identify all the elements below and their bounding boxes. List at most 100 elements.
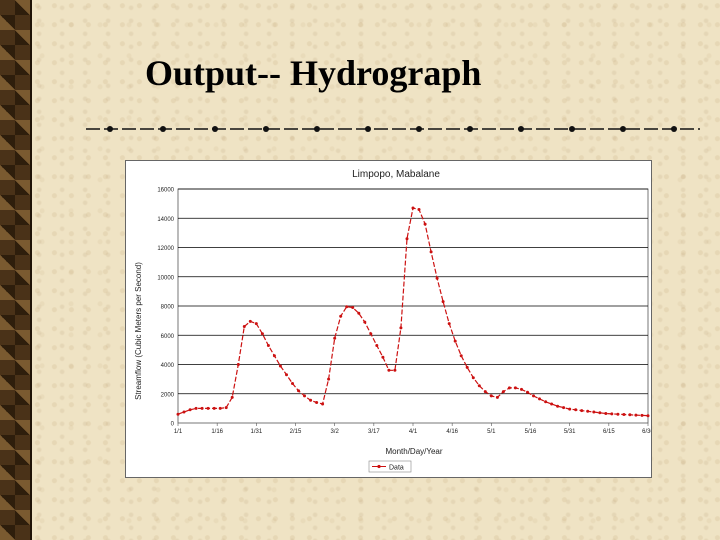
- data-point: [369, 332, 373, 336]
- data-point: [260, 332, 264, 336]
- y-tick-label: 16000: [157, 188, 174, 194]
- data-point: [303, 394, 306, 398]
- data-point: [483, 390, 487, 394]
- data-point: [188, 408, 192, 412]
- data-point: [538, 397, 541, 401]
- data-point: [628, 413, 632, 417]
- data-point: [417, 208, 421, 211]
- data-point: [321, 402, 325, 406]
- y-tick-label: 12000: [157, 246, 174, 252]
- data-point: [471, 376, 475, 380]
- data-point: [453, 339, 457, 343]
- data-point: [176, 412, 180, 416]
- hydrograph-chart: Limpopo, Mabalane Streamflow (Cubic Mete…: [134, 169, 651, 473]
- data-point: [489, 394, 493, 398]
- data-point: [339, 314, 343, 318]
- data-point: [598, 411, 602, 415]
- data-point: [375, 344, 379, 347]
- data-point: [634, 413, 638, 417]
- data-point: [194, 406, 198, 410]
- data-point: [646, 414, 650, 418]
- data-point: [495, 395, 499, 399]
- x-tick-label: 5/16: [525, 429, 537, 435]
- x-tick-label: 3/2: [330, 429, 339, 435]
- x-axis-label: Month/Day/Year: [385, 447, 442, 456]
- data-point: [387, 368, 391, 372]
- data-point: [568, 407, 572, 411]
- data-point: [309, 398, 313, 402]
- data-point: [532, 394, 535, 398]
- data-point: [278, 364, 282, 368]
- data-point: [435, 276, 439, 280]
- data-point: [526, 390, 529, 394]
- data-point: [520, 387, 523, 391]
- data-point: [345, 305, 349, 309]
- data-point: [399, 326, 403, 330]
- data-point: [357, 311, 361, 315]
- data-point: [465, 365, 469, 369]
- x-tick-label: 1/31: [250, 429, 262, 435]
- legend-entry-data: Data: [389, 465, 404, 472]
- data-point: [556, 404, 560, 408]
- y-tick-label: 10000: [157, 275, 174, 281]
- data-point: [242, 325, 246, 328]
- data-point: [640, 413, 644, 417]
- data-point: [507, 386, 511, 390]
- data-point: [363, 320, 367, 324]
- data-point: [182, 410, 186, 414]
- data-point: [272, 354, 276, 358]
- data-point: [248, 319, 252, 323]
- data-point: [266, 344, 270, 347]
- data-point: [616, 412, 620, 416]
- data-point: [230, 395, 234, 399]
- data-point: [459, 354, 463, 358]
- data-point: [580, 409, 584, 413]
- chart-frame: Limpopo, Mabalane Streamflow (Cubic Mete…: [125, 160, 652, 478]
- data-point: [441, 300, 445, 304]
- data-point: [622, 413, 626, 416]
- data-point: [586, 409, 590, 413]
- data-point: [604, 412, 608, 415]
- decorative-border: [0, 0, 32, 540]
- data-point: [333, 336, 337, 340]
- x-tick-label: 1/1: [174, 429, 183, 435]
- divider-line: [86, 126, 700, 132]
- data-point: [477, 384, 481, 388]
- data-point: [592, 410, 596, 414]
- data-point: [291, 382, 294, 385]
- data-point: [315, 401, 319, 404]
- x-tick-label: 1/16: [211, 429, 223, 435]
- data-point: [381, 355, 385, 359]
- x-tick-label: 2/15: [290, 429, 302, 435]
- data-point: [610, 412, 614, 416]
- data-point: [224, 406, 228, 410]
- data-point: [411, 206, 415, 210]
- data-point: [429, 250, 433, 254]
- data-point: [550, 402, 554, 406]
- plot-area: 0 2000 4000 6000 8000 10000 12000 14000 16000 1/1…: [157, 188, 651, 436]
- chart-title: Limpopo, Mabalane: [352, 169, 440, 180]
- data-point: [351, 306, 355, 309]
- data-point: [501, 390, 505, 394]
- y-tick-label: 14000: [157, 217, 174, 223]
- y-tick-label: 0: [171, 422, 175, 428]
- y-tick-label: 6000: [161, 334, 175, 340]
- x-tick-label: 5/1: [487, 429, 496, 435]
- data-point: [447, 322, 451, 326]
- data-point: [562, 406, 566, 410]
- data-point: [236, 363, 240, 366]
- chart-legend: Data: [368, 460, 412, 473]
- data-point: [212, 406, 216, 410]
- x-tick-label: 6/30: [642, 429, 651, 435]
- data-point: [327, 377, 331, 381]
- slide-title: Output-- Hydrograph: [145, 53, 482, 93]
- x-tick-label: 3/17: [368, 429, 380, 435]
- data-point: [285, 373, 288, 377]
- data-point: [218, 406, 222, 410]
- y-axis-label: Streamflow (Cubic Meters per Second): [134, 262, 143, 400]
- x-tick-label: 5/31: [564, 429, 576, 435]
- data-point: [254, 322, 258, 326]
- data-point: [423, 222, 427, 226]
- y-tick-label: 4000: [161, 363, 175, 369]
- y-tick-label: 2000: [161, 392, 175, 398]
